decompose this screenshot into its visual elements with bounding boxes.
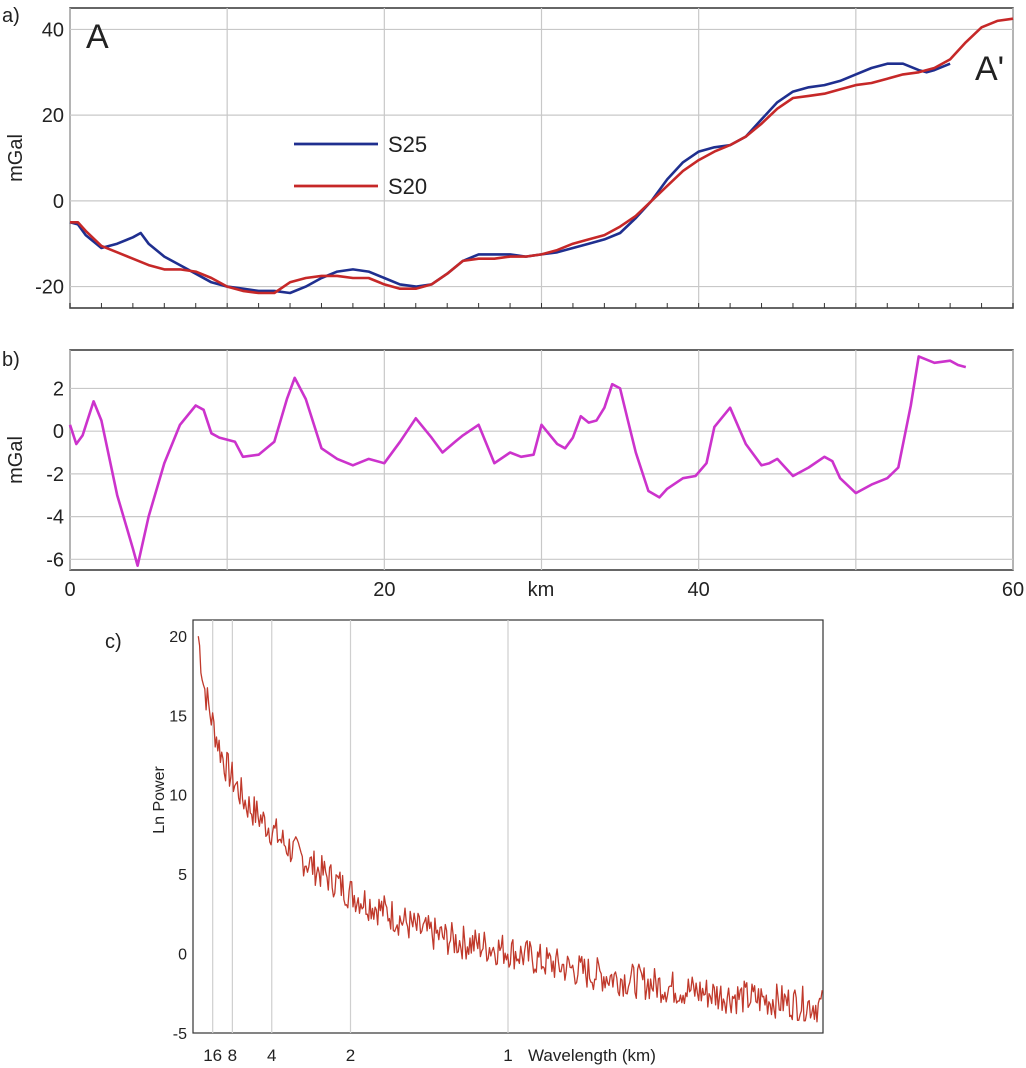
panel-c-x-ticks: 16 8 4 2 1 (203, 1046, 513, 1065)
panel-c-y-tick-label: 20 (169, 629, 187, 646)
panel-c-y-tick-label: -5 (173, 1026, 187, 1043)
residual-line (68, 355, 967, 567)
panel-a-y-ticks: -20 0 20 40 (35, 19, 64, 298)
panel-a-y-label: mGal (5, 134, 27, 182)
panel-c-x-tick-label: 8 (228, 1046, 237, 1065)
panel-c-label: c) (105, 631, 122, 653)
series-s20-line (70, 17, 1014, 295)
panel-b-y-tick-label: -6 (46, 549, 64, 571)
panel-b-y-tick-label: 2 (53, 378, 64, 400)
panel-b-y-tick-label: 0 (53, 421, 64, 443)
panel-b-y-ticks: -6 -4 -2 0 2 (46, 378, 64, 571)
panel-b-x-tick-label: 60 (1002, 579, 1024, 601)
panel-c-x-tick-label: 16 (203, 1046, 222, 1065)
panel-a: a) -20 0 20 40 mGal A A' S25 S20 (2, 5, 1014, 309)
panel-a-y-tick-label: 0 (53, 191, 64, 213)
panel-a-grid (69, 8, 1014, 308)
panel-b-grid (69, 350, 1014, 570)
panel-b-x-tick-label: 40 (688, 579, 710, 601)
panel-a-y-tick-label: -20 (35, 277, 64, 299)
panel-c-y-label: Ln Power (151, 766, 168, 834)
legend: S25 S20 (294, 132, 427, 199)
panel-b-y-tick-label: -2 (46, 464, 64, 486)
panel-c-x-tick-label: 4 (267, 1046, 276, 1065)
panel-b: b) -6 -4 -2 0 2 0 20 40 60 mGal km (2, 349, 1024, 601)
panel-c-x-tick-label: 1 (503, 1046, 512, 1065)
point-a-prime-label: A' (975, 50, 1004, 88)
panel-c-grid (212, 620, 509, 1033)
panel-b-label: b) (2, 349, 20, 371)
panel-b-x-ticks: 0 20 40 60 (64, 579, 1024, 601)
panel-c-y-tick-label: 5 (178, 867, 187, 884)
legend-label-s25: S25 (388, 132, 427, 157)
power-spectrum-line (197, 636, 823, 1023)
panel-c-y-tick-label: 10 (169, 788, 187, 805)
panel-b-y-label: mGal (5, 436, 27, 484)
panel-a-y-tick-label: 20 (42, 105, 64, 127)
panel-c-y-tick-label: 0 (178, 947, 187, 964)
panel-c-x-label: Wavelength (km) (528, 1046, 656, 1065)
panel-b-x-tick-label: 0 (64, 579, 75, 601)
panel-b-x-tick-label: 20 (373, 579, 395, 601)
point-a-label: A (86, 18, 109, 56)
panel-a-y-tick-label: 40 (42, 19, 64, 41)
panel-c-y-ticks: -5 0 5 10 15 20 (169, 629, 187, 1043)
panel-c-y-tick-label: 15 (169, 708, 187, 725)
panel-b-x-label: km (528, 579, 555, 601)
panel-a-label: a) (2, 5, 20, 27)
panel-c: c) -5 0 5 10 15 20 16 8 4 2 1 Ln Power Wavelength… (105, 619, 824, 1065)
legend-label-s20: S20 (388, 174, 427, 199)
panel-b-y-tick-label: -4 (46, 507, 64, 529)
panel-c-x-tick-label: 2 (346, 1046, 355, 1065)
